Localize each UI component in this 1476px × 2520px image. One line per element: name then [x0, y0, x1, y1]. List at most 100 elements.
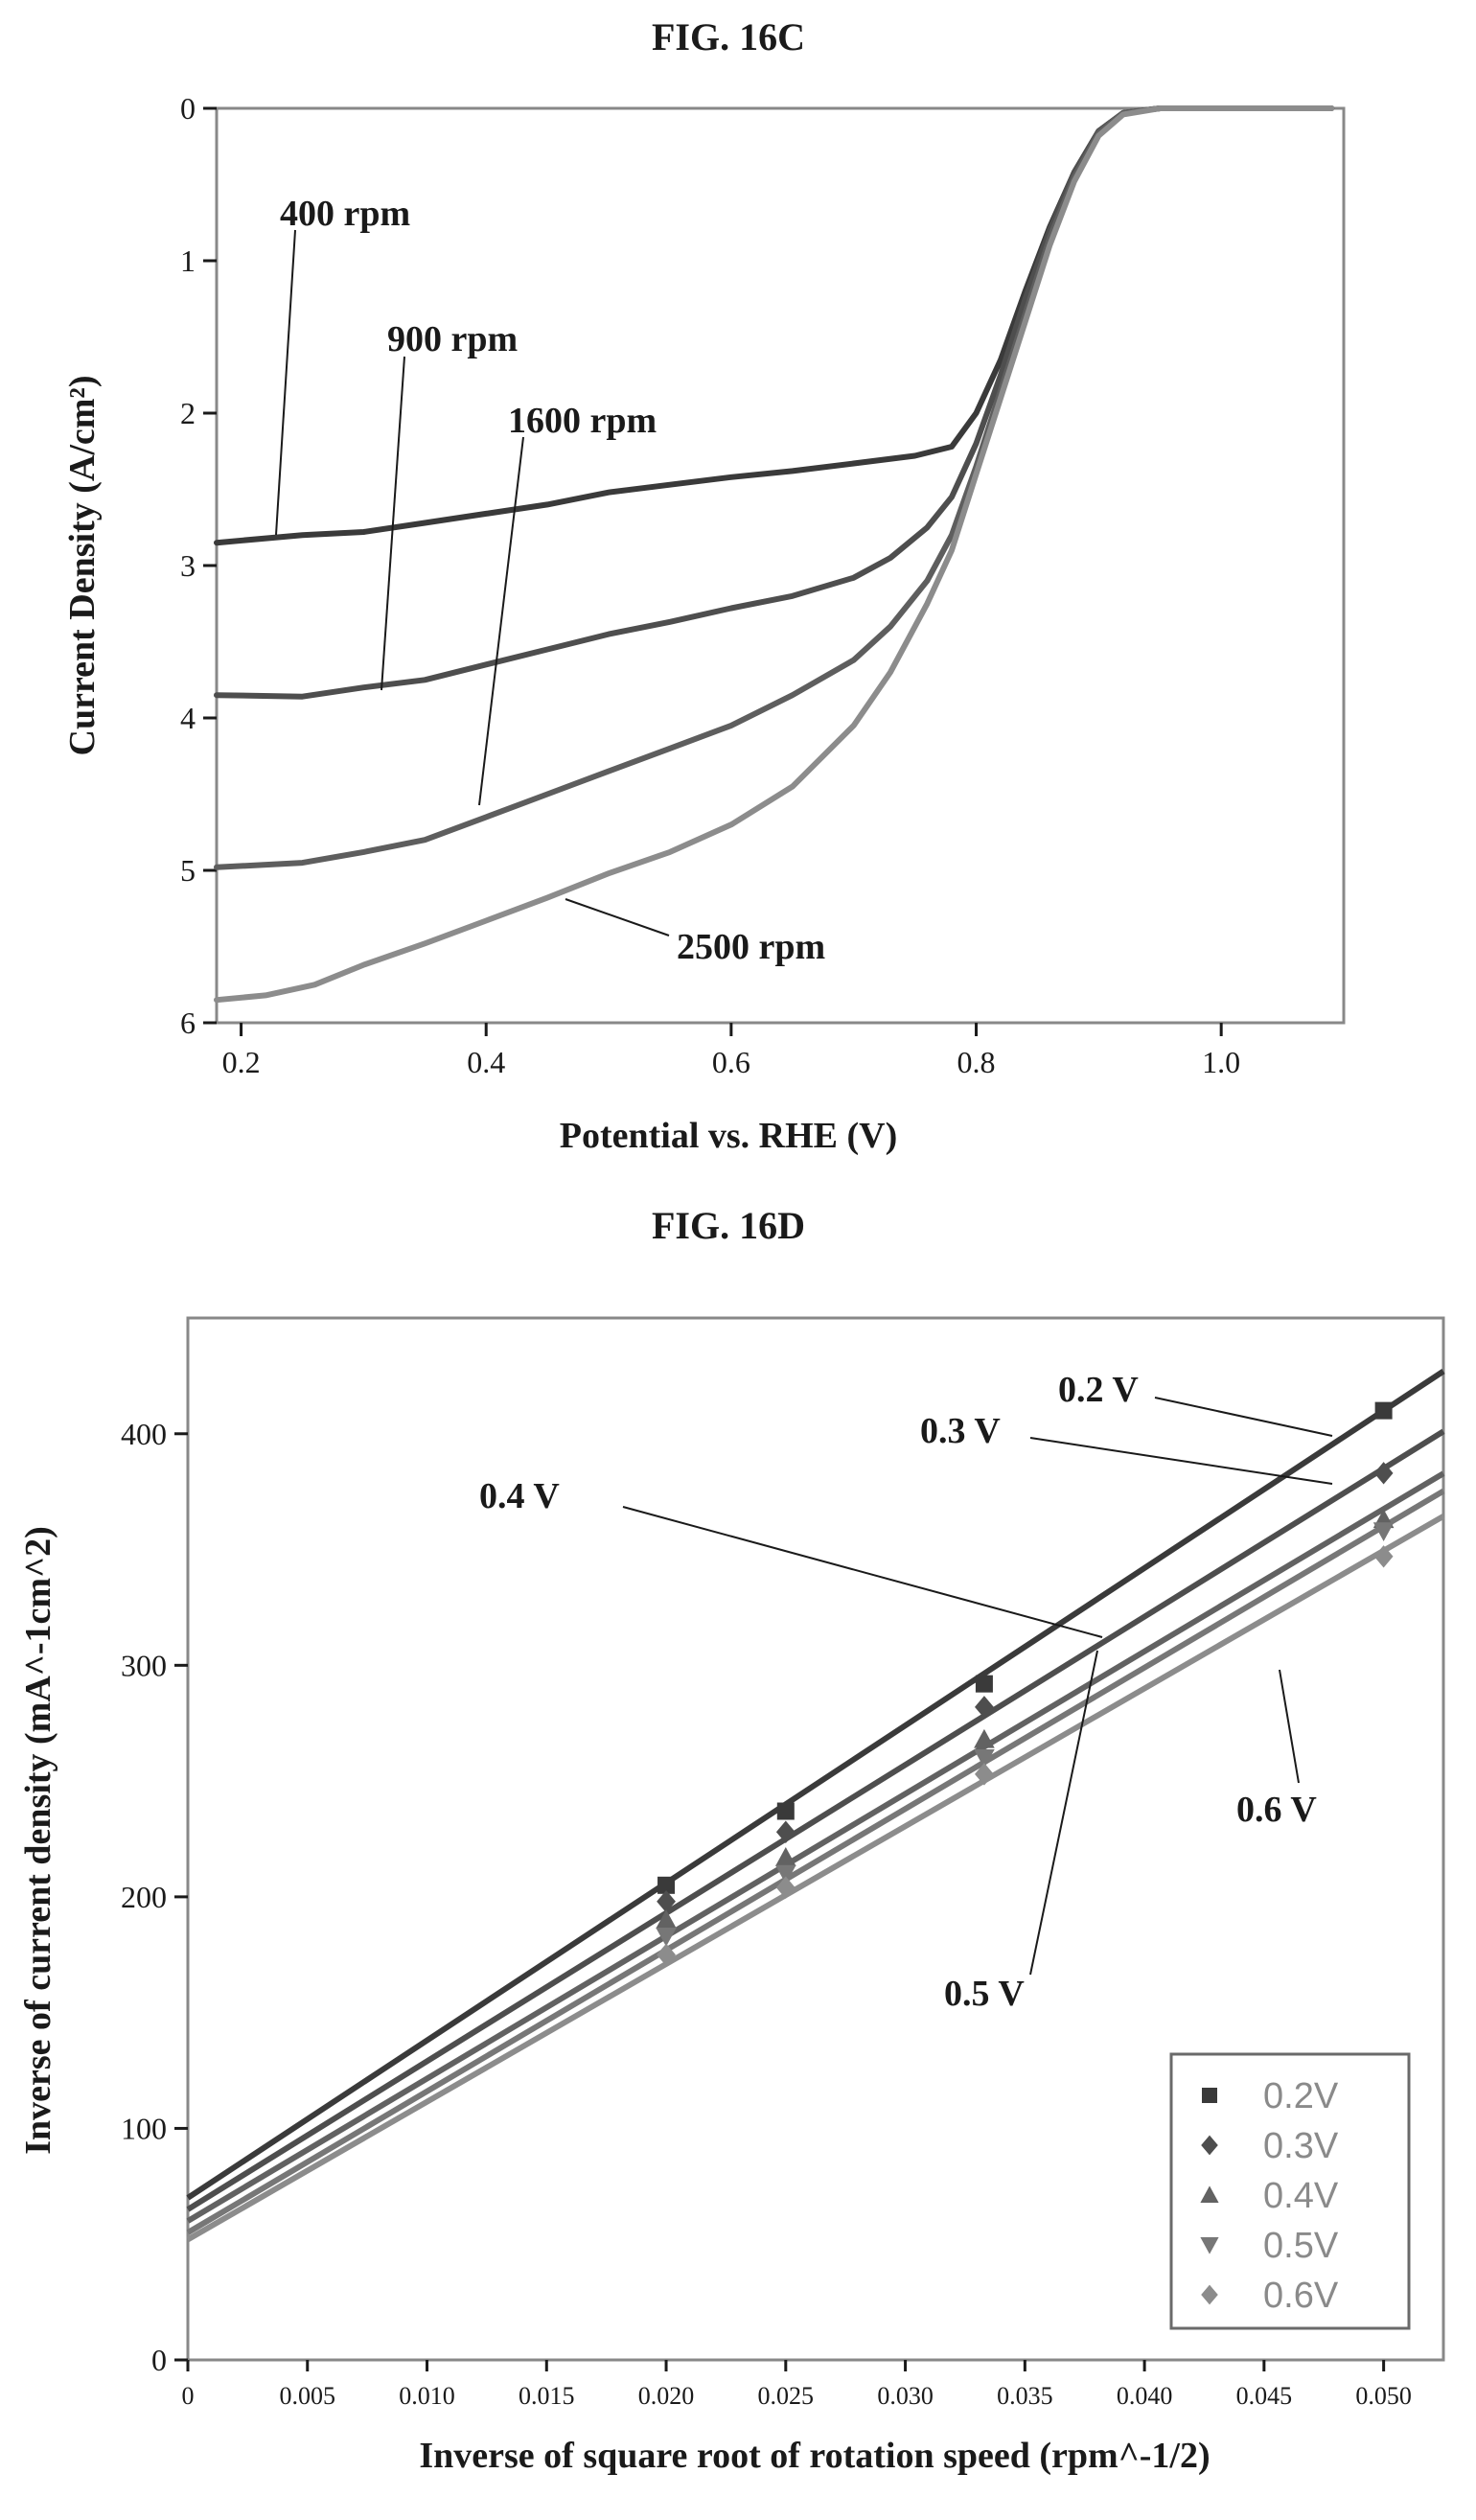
data-point-0-2v: [1374, 1401, 1393, 1420]
legend-marker-0-5v: [1200, 2237, 1219, 2254]
data-point-0-6v: [1373, 1545, 1394, 1568]
data-point-0-6v: [657, 1943, 676, 1966]
fit-line-0-3v: [186, 1428, 1445, 2212]
data-point-0-4v: [775, 1847, 796, 1866]
chart-16d-x-tick-label: 0.020: [638, 2382, 695, 2410]
annotation-400rpm-leader: [275, 229, 296, 536]
chart-16c-x-axis-label: Potential vs. RHE (V): [560, 1116, 898, 1156]
annotation-2500rpm-leader: [565, 898, 670, 936]
annotation-900rpm-leader: [381, 356, 405, 691]
data-point-0-3v: [1373, 1462, 1394, 1485]
data-point-0-2v: [776, 1802, 795, 1820]
data-point-0-3v: [775, 1820, 796, 1843]
fit-line-0-4v: [186, 1470, 1445, 2224]
legend-label: 0.3V: [1263, 2126, 1339, 2166]
annotation-0-3v-leader: [1029, 1437, 1333, 1485]
chart-16c-series-400-rpm: [214, 105, 1335, 546]
data-point-0-4v: [656, 1909, 677, 1930]
chart-16d-title: FIG. 16D: [652, 1204, 805, 1247]
chart-16c-series: [214, 105, 1335, 1004]
data-point-0-3v: [657, 1890, 676, 1913]
annotation-400rpm: 400 rpm: [280, 194, 410, 234]
chart-16d-x-tick-label: 0.015: [519, 2382, 575, 2410]
annotation-0-4v: 0.4 V: [479, 1476, 560, 1516]
chart-16d-fit-lines: [186, 1369, 1445, 2242]
fit-line-0-2v: [186, 1369, 1445, 2201]
chart-16c-x-tick-label: 0.8: [957, 1045, 996, 1079]
chart-16c: FIG. 16C 0 1 2 3 4 5 6 0.2 0.4 0.6 0.8 1.0 Potenti…: [62, 15, 1346, 1156]
chart-16d-x-tick-label: 0.050: [1355, 2382, 1412, 2410]
chart-16c-y-tick-label: 6: [180, 1006, 196, 1040]
chart-16d-x-tick-label: 0.040: [1117, 2382, 1173, 2410]
chart-16d-x-tick-label: 0.030: [877, 2382, 934, 2410]
chart-16d-points: [656, 1401, 1395, 1966]
data-point-0-5v: [775, 1864, 796, 1884]
chart-16d-x-tick-label: 0: [182, 2382, 195, 2410]
annotation-2500rpm: 2500 rpm: [677, 927, 825, 967]
chart-16d-x-tick-label: 0.045: [1236, 2382, 1293, 2410]
legend-marker-0-2v: [1202, 2088, 1217, 2103]
legend-label: 0.2V: [1263, 2076, 1339, 2116]
chart-16c-x-tick-label: 0.4: [467, 1045, 505, 1079]
chart-16c-y-tick-label: 4: [180, 701, 196, 735]
annotation-0-5v-leader: [1029, 1650, 1098, 1976]
legend-marker-0-6v: [1201, 2284, 1218, 2305]
legend-marker-0-3v: [1201, 2135, 1218, 2156]
legend-marker-0-4v: [1200, 2185, 1219, 2203]
chart-16d-x-axis-label: Inverse of square root of rotation speed…: [419, 2436, 1210, 2476]
chart-16d-plot-frame: [186, 1316, 1445, 2362]
annotation-0-5v: 0.5 V: [944, 1974, 1025, 2014]
annotation-1600rpm: 1600 rpm: [508, 401, 657, 441]
chart-16c-y-axis: 0 1 2 3 4 5 6: [180, 91, 217, 1040]
data-point-0-2v: [975, 1675, 993, 1693]
chart-16c-x-axis: 0.2 0.4 0.6 0.8 1.0: [222, 1023, 1240, 1079]
data-point-0-5v: [656, 1927, 677, 1947]
legend-label: 0.6V: [1263, 2276, 1339, 2316]
chart-16c-y-tick-label: 1: [180, 243, 196, 278]
legend-label: 0.5V: [1263, 2226, 1339, 2266]
chart-16c-x-tick-label: 0.2: [222, 1045, 261, 1079]
annotation-1600rpm-leader: [478, 436, 524, 806]
chart-16c-x-tick-label: 0.6: [712, 1045, 750, 1079]
fit-line-0-6v: [186, 1514, 1445, 2242]
chart-16d-x-tick-label: 0.010: [399, 2382, 455, 2410]
annotation-900rpm: 900 rpm: [387, 319, 518, 359]
annotation-0-2v-leader: [1154, 1397, 1333, 1437]
annotation-0-6v-leader: [1279, 1669, 1300, 1784]
chart-16d-y-tick-label: 100: [121, 2111, 167, 2145]
data-point-0-2v: [657, 1876, 676, 1894]
chart-16d-legend: 0.2V 0.3V 0.4V 0.5V 0.6V: [1169, 2052, 1411, 2330]
data-point-0-6v: [775, 1876, 796, 1899]
chart-16d-y-axis-label: Inverse of current density (mA^-1cm^2): [18, 1526, 58, 2155]
chart-16c-title: FIG. 16C: [652, 15, 805, 58]
chart-16d-y-axis: 0 100 200 300 400: [121, 1417, 188, 2377]
chart-16c-y-tick-label: 5: [180, 853, 196, 888]
chart-16d-x-tick-label: 0.005: [280, 2382, 336, 2410]
chart-16c-series-2500-rpm: [214, 105, 1335, 1004]
chart-16d-y-tick-label: 200: [121, 1880, 167, 1914]
chart-16c-x-tick-label: 1.0: [1202, 1045, 1240, 1079]
chart-16c-y-tick-label: 3: [180, 548, 196, 583]
chart-16d-y-tick-label: 400: [121, 1417, 167, 1451]
chart-16d-y-tick-label: 300: [121, 1648, 167, 1682]
annotation-0-3v: 0.3 V: [920, 1411, 1001, 1451]
data-point-0-5v: [974, 1748, 995, 1769]
data-point-0-3v: [975, 1696, 994, 1719]
chart-16d-x-tick-label: 0.035: [997, 2382, 1053, 2410]
chart-16d-y-tick-label: 0: [151, 2343, 167, 2377]
chart-16d-x-tick-label: 0.025: [758, 2382, 815, 2410]
legend-label: 0.4V: [1263, 2176, 1339, 2216]
annotation-0-2v: 0.2 V: [1058, 1370, 1139, 1410]
chart-16c-y-tick-label: 2: [180, 396, 196, 430]
annotation-0-4v-leader: [622, 1506, 1103, 1638]
data-point-0-4v: [974, 1728, 995, 1748]
chart-16c-plot-frame: [215, 106, 1346, 1025]
chart-16c-y-axis-label: Current Density (A/cm²): [62, 376, 103, 756]
fit-line-0-5v: [186, 1488, 1445, 2235]
annotation-0-6v: 0.6 V: [1236, 1790, 1317, 1830]
chart-16c-y-tick-label: 0: [180, 91, 196, 126]
data-point-0-5v: [1372, 1522, 1395, 1542]
chart-16d-x-axis: 0 0.005 0.010 0.015 0.020 0.025 0.030 0.035 0.04…: [182, 2360, 1412, 2410]
